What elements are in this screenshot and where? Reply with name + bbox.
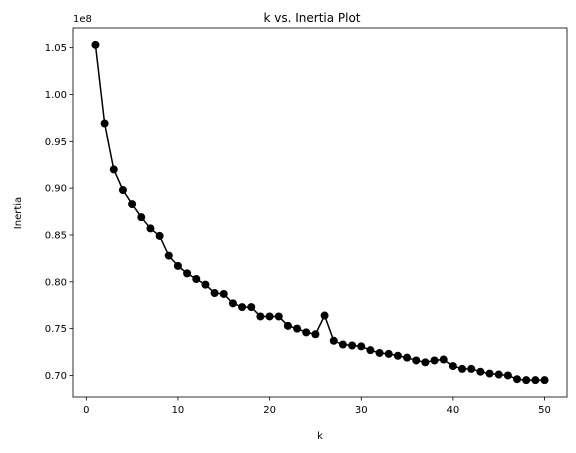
data-point (137, 213, 146, 222)
plot-frame (72, 27, 568, 398)
data-point (210, 289, 219, 298)
data-point (448, 362, 457, 371)
y-tick-label: 0.75 (45, 324, 67, 335)
data-point (311, 330, 320, 339)
data-point (476, 367, 485, 376)
y-tick-label: 1.05 (45, 43, 67, 54)
data-point (155, 231, 164, 240)
data-point (118, 186, 127, 195)
data-point (513, 375, 522, 384)
data-point (467, 364, 476, 373)
x-tick-label: 20 (263, 405, 276, 416)
y-tick-label: 1.00 (45, 90, 67, 101)
data-point (256, 312, 265, 321)
y-tick-label: 0.95 (45, 137, 67, 148)
data-point (228, 299, 237, 308)
data-point (485, 369, 494, 378)
x-tick-label: 40 (447, 405, 460, 416)
data-point (128, 200, 137, 209)
x-tick-label: 10 (172, 405, 185, 416)
data-point (247, 303, 256, 312)
data-point (173, 261, 182, 270)
data-point (540, 376, 549, 385)
data-point (412, 356, 421, 365)
y-tick-label: 0.90 (45, 184, 67, 195)
data-point (329, 336, 338, 345)
x-axis-label: k (317, 431, 323, 442)
data-point (183, 269, 192, 278)
data-point (375, 348, 384, 357)
data-point (494, 370, 503, 379)
data-point (146, 224, 155, 233)
data-point (238, 303, 247, 312)
data-point (522, 376, 531, 385)
data-point (458, 364, 467, 373)
x-tick-label: 30 (355, 405, 368, 416)
chart-title: k vs. Inertia Plot (263, 11, 360, 25)
y-tick-label: 0.70 (45, 371, 67, 382)
data-point (503, 371, 512, 380)
data-point (164, 251, 173, 260)
x-axis-ticks: 0 10 20 30 40 50 (83, 397, 551, 416)
data-point (320, 311, 329, 320)
data-point (265, 312, 274, 321)
data-point (302, 328, 311, 337)
data-point (357, 342, 366, 351)
y-offset-label: 1e8 (73, 14, 92, 25)
plot-area (73, 28, 567, 397)
data-point (100, 119, 109, 128)
y-axis-ticks: 0.70 0.75 0.80 0.85 0.90 0.95 1.00 1.05 (45, 43, 73, 382)
data-point (274, 312, 283, 321)
data-point (338, 340, 347, 349)
data-point (109, 165, 118, 174)
data-point (192, 274, 201, 283)
data-point (430, 356, 439, 365)
data-point (393, 351, 402, 360)
x-tick-label: 50 (538, 405, 551, 416)
y-tick-label: 0.85 (45, 230, 67, 241)
x-tick-label: 0 (83, 405, 89, 416)
y-tick-label: 0.80 (45, 277, 67, 288)
data-point (293, 324, 302, 333)
data-series (91, 40, 549, 385)
data-point (531, 376, 540, 385)
data-point (439, 355, 448, 364)
data-point (384, 349, 393, 358)
data-point (91, 40, 100, 49)
data-point (403, 353, 412, 362)
data-point (201, 280, 210, 289)
data-point (219, 289, 228, 298)
data-point (283, 321, 292, 330)
y-axis-label: Inertia (13, 197, 24, 229)
data-point (366, 346, 375, 355)
data-point (348, 341, 357, 350)
data-point (421, 358, 430, 367)
